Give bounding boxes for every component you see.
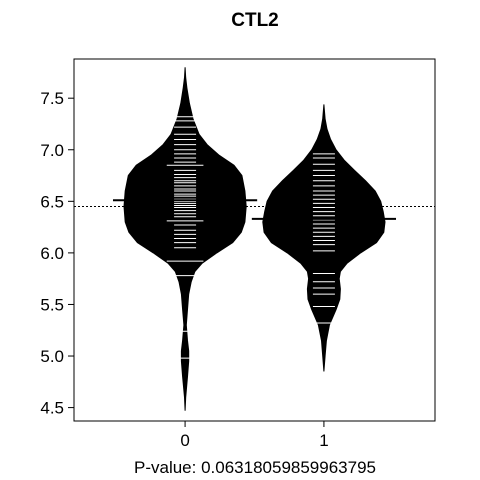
y-tick-label: 6.5 — [40, 192, 64, 211]
y-tick-label: 5.5 — [40, 295, 64, 314]
x-axis-label: P-value: 0.06318059859963795 — [134, 458, 376, 477]
bean-0 — [112, 67, 258, 411]
x-tick-label: 0 — [180, 431, 189, 450]
plot-frame — [73, 58, 436, 422]
y-tick-label: 6.0 — [40, 244, 64, 263]
x-tick-label: 1 — [319, 431, 328, 450]
bean-shape-0 — [123, 67, 247, 411]
bean-shape-1 — [262, 104, 386, 372]
chart-title: CTL2 — [231, 10, 279, 31]
y-tick-label: 4.5 — [40, 399, 64, 418]
y-tick-label: 7.5 — [40, 89, 64, 108]
beans-layer — [112, 67, 397, 411]
y-tick-label: 5.0 — [40, 347, 64, 366]
bean-1 — [251, 104, 397, 372]
y-axis: 4.5 5.0 5.5 6.0 6.5 7.0 7.5 — [40, 89, 74, 418]
y-tick-label: 7.0 — [40, 141, 64, 160]
